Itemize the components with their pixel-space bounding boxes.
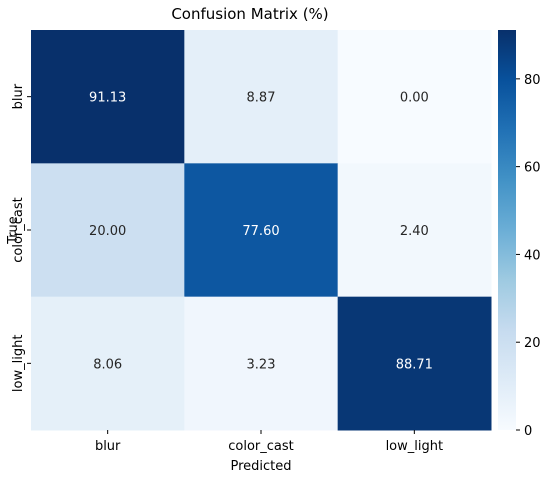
cell-value-label: 88.71 xyxy=(396,357,433,372)
cell-value-label: 0.00 xyxy=(400,91,429,106)
heatmap-cell xyxy=(337,296,492,431)
heatmap-cell xyxy=(31,30,185,164)
heatmap-cell xyxy=(337,30,492,164)
heatmap-cells xyxy=(31,30,492,431)
heatmap-cell xyxy=(184,163,339,298)
y-tick-label: low_light xyxy=(11,335,26,393)
cell-value-label: 3.23 xyxy=(247,357,276,372)
x-tick-label: blur xyxy=(95,439,121,454)
x-axis-label: Predicted xyxy=(230,459,291,474)
colorbar-tick-label: 80 xyxy=(524,73,541,88)
x-tick-label: low_light xyxy=(386,439,444,454)
y-tick-label: blur xyxy=(11,83,26,109)
colorbar-tick-label: 60 xyxy=(524,161,541,176)
cell-value-label: 20.00 xyxy=(89,224,126,239)
colorbar-tick-label: 0 xyxy=(524,424,532,439)
heatmap-cell xyxy=(337,163,492,298)
y-tick-label: color_cast xyxy=(11,197,26,263)
x-tick-label: color_cast xyxy=(228,439,294,454)
cell-value-label: 8.06 xyxy=(93,357,122,372)
colorbar-ticks: 0 20 40 60 80 xyxy=(516,73,541,439)
heatmap-cell xyxy=(184,30,339,164)
heatmap-cell xyxy=(31,163,185,298)
chart-title: Confusion Matrix (%) xyxy=(171,5,328,23)
cell-value-label: 2.40 xyxy=(400,224,429,239)
cell-value-label: 8.87 xyxy=(247,91,276,106)
heatmap-cell xyxy=(31,296,185,431)
heatmap-cell xyxy=(184,296,339,431)
colorbar-tick-label: 20 xyxy=(524,336,541,351)
heatmap-cell-labels: 91.13 8.87 0.00 20.00 77.60 2.40 8.06 3.23 88.71 xyxy=(89,91,433,373)
y-axis-ticks: blur color_cast low_light xyxy=(11,83,31,392)
x-axis-ticks: blur color_cast low_light xyxy=(95,430,443,454)
colorbar-tick-label: 40 xyxy=(524,248,541,263)
colorbar xyxy=(498,30,516,430)
cell-value-label: 91.13 xyxy=(89,91,126,106)
cell-value-label: 77.60 xyxy=(242,224,279,239)
y-axis-label: True xyxy=(6,216,21,245)
